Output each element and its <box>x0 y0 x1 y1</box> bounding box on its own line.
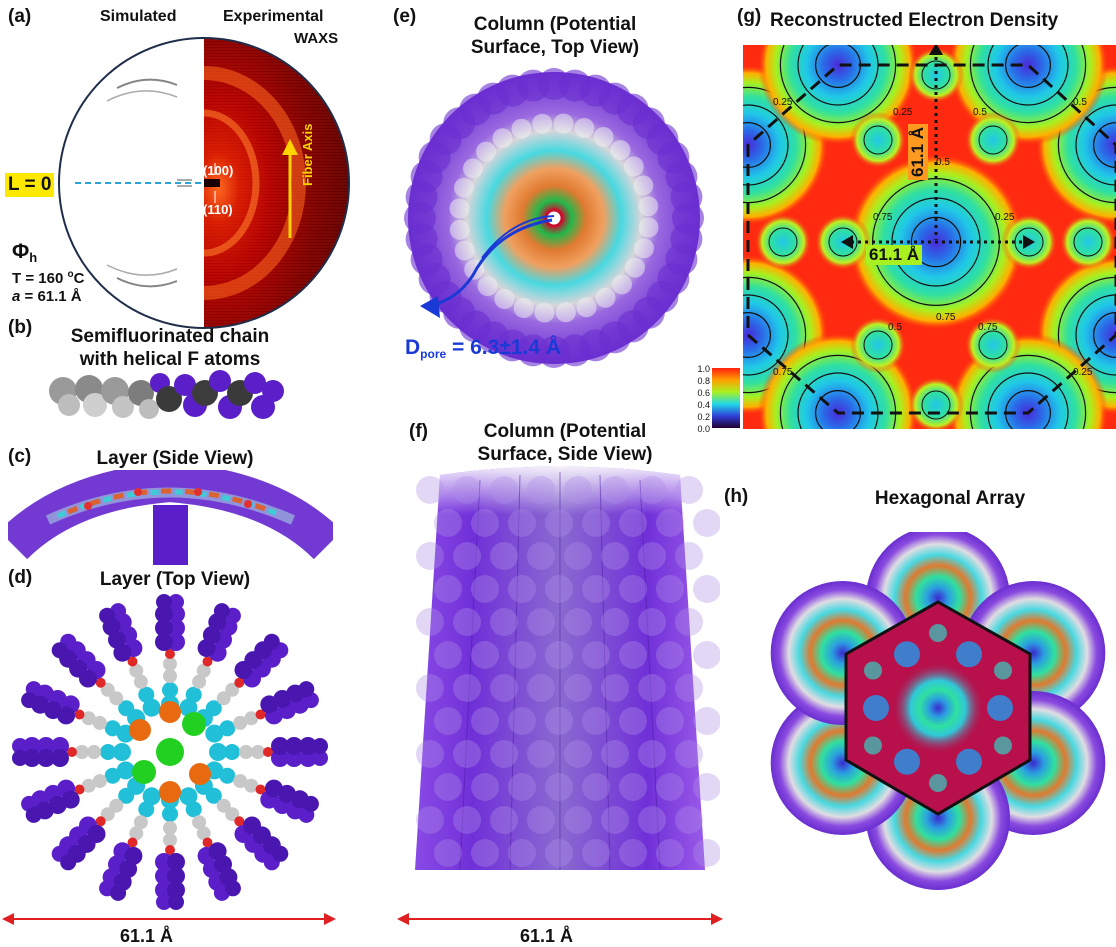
lattice-label: a = 61.1 Å <box>12 288 82 305</box>
panel-d-title: Layer (Top View) <box>99 569 251 590</box>
simulated-label: Simulated <box>100 8 177 25</box>
dimension-arrow-d <box>2 913 336 925</box>
svg-text:0.75: 0.75 <box>773 367 793 378</box>
waxs-label: WAXS <box>294 30 339 47</box>
semifluorinated-chain-model <box>49 370 284 419</box>
svg-text:0.5: 0.5 <box>1073 97 1087 108</box>
peak-110-label: (110) <box>203 202 233 217</box>
dimension-label-d: 61.1 Å <box>120 926 174 946</box>
waxs-pattern <box>58 37 350 329</box>
panel-label-c: (c) <box>8 446 32 467</box>
panel-label-f: (f) <box>409 421 428 442</box>
panel-label-b: (b) <box>8 317 33 338</box>
svg-text:0.5: 0.5 <box>888 322 902 333</box>
panel-b-title: Semifluorinated chain with helical F ato… <box>70 326 270 370</box>
panel-label-d: (d) <box>8 567 33 588</box>
panel-h-title: Hexagonal Array <box>874 488 1026 509</box>
layer-side-view-model <box>8 470 333 565</box>
l-zero-label: L = 0 <box>5 173 55 197</box>
svg-text:0.75: 0.75 <box>873 212 893 223</box>
svg-text:0.75: 0.75 <box>978 322 998 333</box>
dimension-label-f: 61.1 Å <box>520 926 574 946</box>
fiber-axis-label: Fiber Axis <box>300 123 315 186</box>
panel-f-title: Column (Potential Surface, Side View) <box>477 421 653 465</box>
column-side-view-surface <box>415 466 720 871</box>
panel-e-title: Column (Potential Surface, Top View) <box>470 14 640 58</box>
panel-c-title: Layer (Side View) <box>96 448 254 469</box>
svg-text:0.25: 0.25 <box>773 97 793 108</box>
phase-symbol: Φh <box>12 240 38 265</box>
dimension-arrow-f <box>397 913 723 925</box>
colorbar-ticks: 1.0 0.8 0.6 0.4 0.2 0.0 <box>697 364 710 434</box>
svg-text:0.5: 0.5 <box>936 157 950 168</box>
panel-g-title: Reconstructed Electron Density <box>770 10 1059 31</box>
panel-label-h: (h) <box>724 486 749 507</box>
colorbar <box>712 368 740 428</box>
panel-label-a: (a) <box>8 6 32 27</box>
dimension-horizontal-g: 61.1 Å <box>866 245 923 265</box>
svg-text:0.5: 0.5 <box>973 107 987 118</box>
layer-top-view-model <box>12 594 328 910</box>
svg-text:0.25: 0.25 <box>995 212 1015 223</box>
experimental-label: Experimental <box>223 8 324 25</box>
svg-text:0.25: 0.25 <box>893 107 913 118</box>
dimension-vertical-g: 61.1 Å <box>908 123 928 180</box>
electron-density-map: 0.25 0.5 0.75 0.25 0.5 0.75 0.25 0.5 0.75 0.25 0.5… <box>743 45 1116 429</box>
hexagonal-array-map <box>770 532 1106 890</box>
peak-100-label: (100) <box>203 163 234 178</box>
panel-label-g: (g) <box>737 6 762 27</box>
panel-label-e: (e) <box>393 6 417 27</box>
pore-diameter-label: Dpore = 6.3±1.4 Å <box>405 336 562 361</box>
svg-text:0.75: 0.75 <box>936 312 956 323</box>
column-top-view-surface <box>404 68 704 368</box>
svg-text:0.25: 0.25 <box>1073 367 1093 378</box>
temperature-label: T = 160 oC <box>12 269 85 287</box>
